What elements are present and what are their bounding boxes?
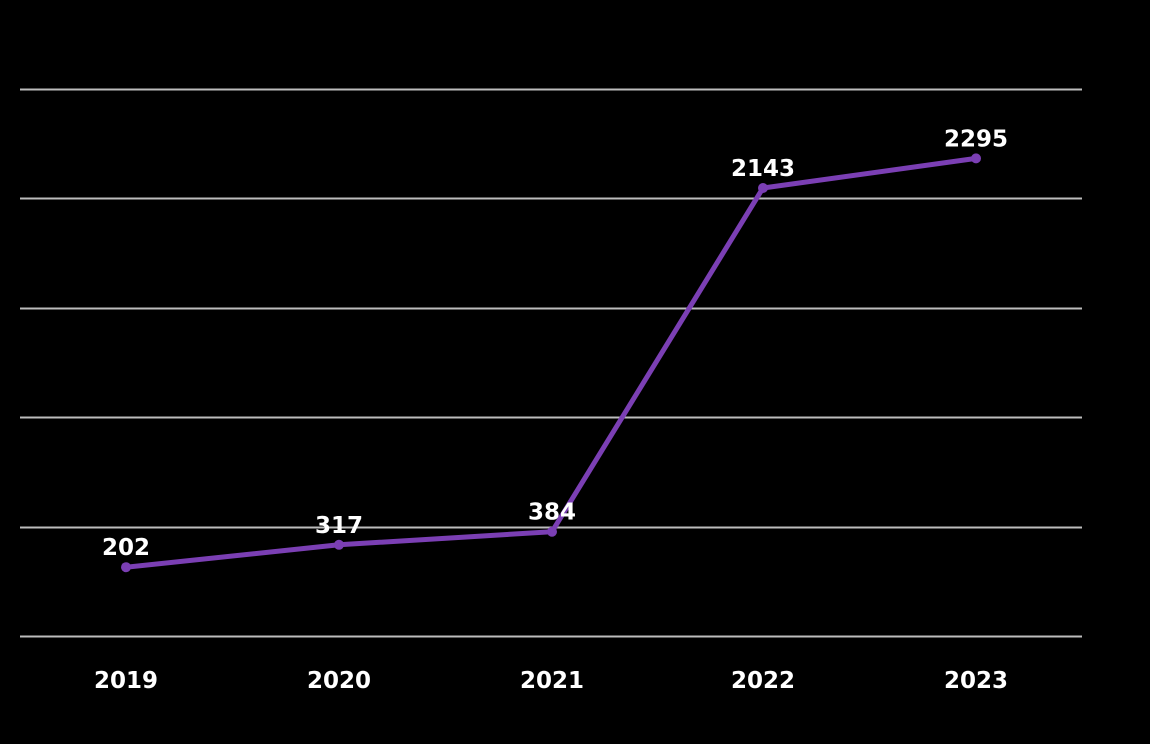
data-label: 317: [315, 513, 363, 539]
data-point: [334, 539, 344, 550]
data-label: 202: [102, 535, 150, 561]
x-axis-tick-label: 2021: [520, 668, 584, 694]
x-axis-tick-label: 2020: [307, 668, 371, 694]
data-point: [758, 183, 768, 193]
x-axis-tick-layer: 2019 2020 2021 2022 2023: [94, 668, 1008, 694]
x-axis-tick-label: 2022: [731, 668, 795, 694]
series-layer: [121, 153, 981, 573]
x-axis-tick-label: 2023: [944, 668, 1008, 694]
data-point: [547, 526, 557, 537]
data-point: [121, 562, 131, 573]
data-label: 2143: [731, 156, 795, 182]
data-label: 384: [528, 500, 576, 526]
data-label: 2295: [944, 126, 1008, 152]
grid-layer: [20, 88, 1082, 638]
x-axis-tick-label: 2019: [94, 668, 158, 694]
data-point: [971, 153, 981, 164]
data-label-layer: 202 317 384 2143 2295: [102, 126, 1008, 561]
